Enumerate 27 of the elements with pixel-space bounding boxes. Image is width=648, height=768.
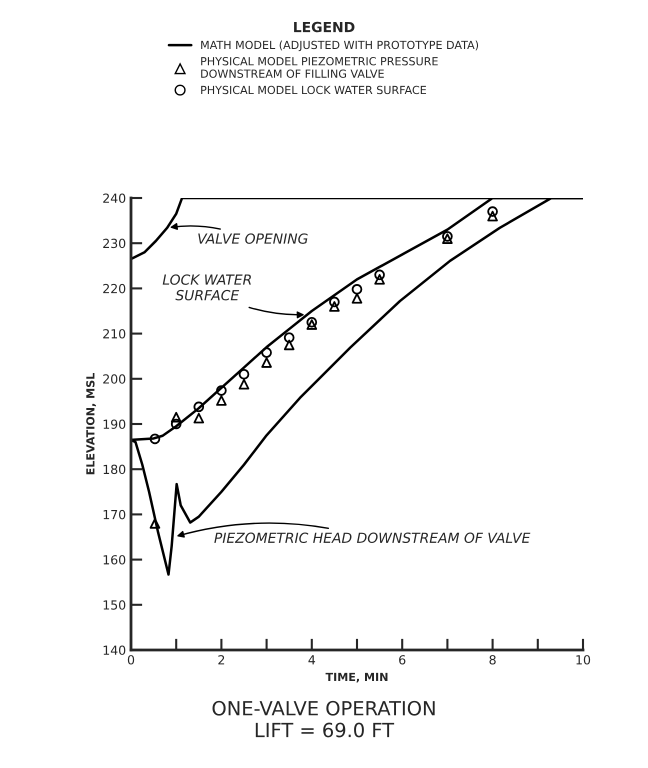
x-tick-label: 4 [308,655,316,664]
y-axis-title: ELEVATION, MSL [86,373,96,474]
x-tick-label: 8 [489,655,496,665]
y-tick-label: 160 [104,555,126,565]
y-tick-label: 190 [104,419,126,429]
legend-title: LEGEND [294,22,354,32]
x-tick-label: 2 [218,655,224,664]
y-tick-label: 220 [103,284,126,294]
x-axis-title: TIME, MIN [326,672,388,683]
x-tick-label: 0 [128,655,134,665]
annotation: VALVE OPENING [198,233,308,244]
y-tick-label: 230 [103,238,126,248]
y-tick-label: 140 [104,645,126,655]
y-tick-label: 200 [103,374,126,384]
legend-label: PHYSICAL MODEL LOCK WATER SURFACE [201,86,426,94]
legend-label: PHYSICAL MODEL PIEZOMETRIC PRESSURE DOWNSTREAM OF FILLING VALVE [201,57,438,78]
legend-label: MATH MODEL (ADJUSTED WITH PROTOTYPE DATA) [201,40,478,52]
y-tick-label: 170 [104,510,126,520]
annotation: LOCK WATER SURFACE [162,274,251,300]
annotation: PIEZOMETRIC HEAD DOWNSTREAM OF VALVE [214,532,530,544]
text: ONE-VALVE OPERATION LIFT = 69.0 FT [212,700,435,738]
x-tick-label: 10 [576,655,590,665]
x-tick-label: 6 [399,655,406,665]
y-tick-label: 240 [103,193,126,203]
y-tick-label: 210 [103,329,126,339]
y-tick-label: 150 [104,600,126,610]
y-tick-label: 180 [104,464,126,474]
